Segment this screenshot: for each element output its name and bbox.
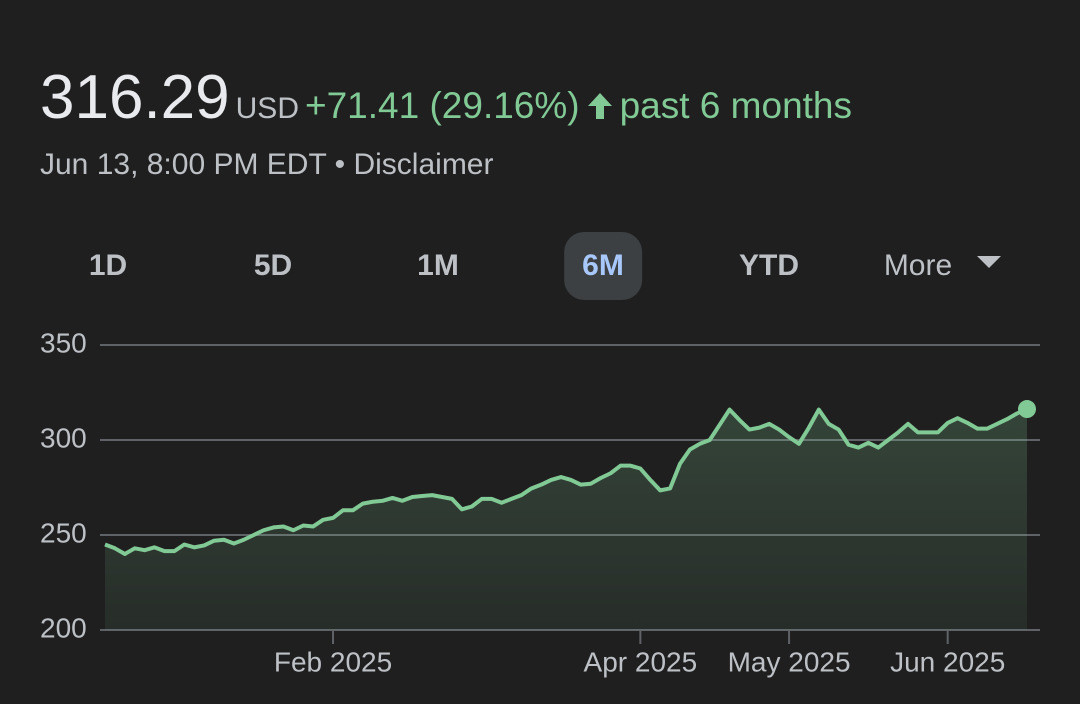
area: [105, 409, 1027, 630]
range-button[interactable]: 5D: [253, 249, 293, 282]
range-button[interactable]: 1D: [88, 249, 128, 282]
currency: USD: [235, 92, 299, 125]
range-button[interactable]: YTD: [739, 249, 799, 282]
range-button[interactable]: 1M: [417, 249, 459, 282]
y-tick-label: 300: [40, 422, 87, 453]
end-dot: [1018, 400, 1036, 419]
disclaimer[interactable]: Disclaimer: [353, 148, 494, 181]
range-button[interactable]: More: [883, 249, 953, 282]
range-button[interactable]: 6M: [564, 232, 642, 300]
x-tick-label: Jun 2025: [890, 646, 1005, 677]
timestamp: Jun 13, 8:00 PM EDT: [40, 148, 327, 181]
y-tick-label: 200: [40, 612, 87, 643]
price: 316.29: [40, 63, 230, 132]
x-tick-label: May 2025: [728, 646, 851, 677]
y-tick-label: 250: [40, 517, 87, 548]
x-tick-label: Apr 2025: [584, 646, 698, 677]
change: +71.41 (29.16%): [304, 85, 580, 126]
dropdown-caret: [977, 256, 1001, 268]
separator: •: [334, 148, 346, 181]
period: past 6 months: [619, 85, 852, 126]
quote-header: 316.29 USD +71.41 (29.16%) past 6 months: [40, 62, 852, 133]
timestamp-line: Jun 13, 8:00 PM EDT • Disclaimer: [40, 148, 493, 182]
up-arrow: [587, 93, 612, 119]
y-tick-label: 350: [40, 327, 87, 358]
x-tick-label: Feb 2025: [274, 646, 392, 677]
price-line: [104, 407, 1028, 556]
